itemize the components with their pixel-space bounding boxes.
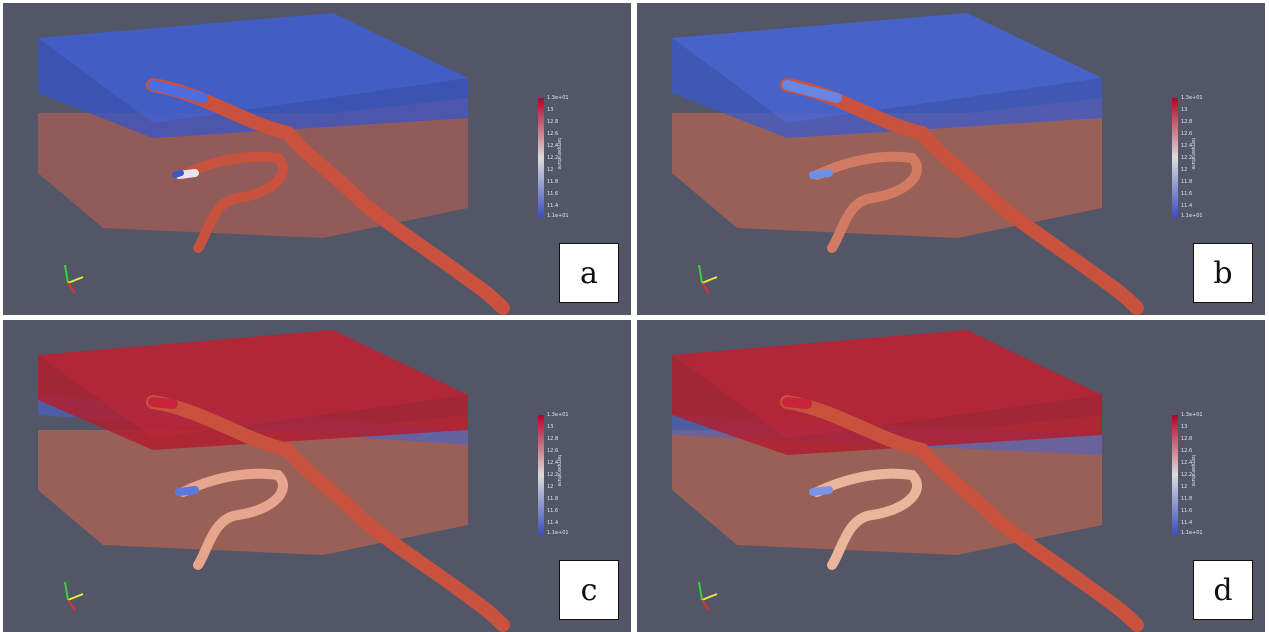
colorbar-tick: 11.4 bbox=[547, 203, 559, 209]
colorbar-tick: 11.8 bbox=[547, 496, 559, 502]
panel-label-d: d bbox=[1193, 560, 1253, 620]
colorbar-tick: 12.2 bbox=[547, 472, 559, 478]
colorbar-tick: 11.4 bbox=[547, 520, 559, 526]
colorbar-tick: 11.6 bbox=[1181, 508, 1193, 514]
colorbar-title: temperature bbox=[1190, 455, 1196, 487]
cave-warm-inlet bbox=[148, 397, 178, 409]
orientation-axes bbox=[64, 581, 84, 611]
colorbar-tick: 12.4 bbox=[1181, 143, 1193, 149]
render-view-a bbox=[38, 13, 544, 315]
panel-label-a: a bbox=[559, 243, 619, 303]
cave-branch-passage bbox=[178, 151, 288, 253]
render-view-b bbox=[672, 13, 1178, 315]
colorbar-tick: 11.8 bbox=[1181, 179, 1193, 185]
colorbar-tick: 12.6 bbox=[547, 448, 559, 454]
upper-layer-top-face bbox=[672, 13, 1102, 123]
panel-label-b: b bbox=[1193, 243, 1253, 303]
colorbar-tick: 13 bbox=[1181, 424, 1188, 430]
colorbar-tick: 11.8 bbox=[547, 179, 559, 185]
orientation-axes bbox=[698, 581, 718, 611]
colorbar-b: 1.3e+01 13 12.8 12.6 12.4 12.2 12 11.8 1… bbox=[1172, 95, 1212, 228]
render-view-c bbox=[38, 330, 544, 632]
colorbar-tick: 1.1e+01 bbox=[547, 213, 569, 219]
colorbar-gradient-c bbox=[538, 415, 544, 535]
panel-label-c: c bbox=[559, 560, 619, 620]
colorbar-tick: 12.8 bbox=[1181, 436, 1193, 442]
panel-a: 1.3e+01 13 12.8 12.6 12.4 12.2 12 11.8 1… bbox=[3, 3, 631, 315]
cave-main-passage bbox=[780, 78, 1144, 315]
cave-cold-tip bbox=[809, 169, 833, 179]
colorbar-title: temperature bbox=[556, 455, 562, 487]
colorbar-c: 1.3e+01 13 12.8 12.6 12.4 12.2 12 11.8 1… bbox=[538, 412, 578, 545]
colorbar-tick: 11.6 bbox=[547, 508, 559, 514]
colorbar-tick: 1.3e+01 bbox=[1181, 412, 1203, 418]
colorbar-d: 1.3e+01 13 12.8 12.6 12.4 12.2 12 11.8 1… bbox=[1172, 412, 1212, 545]
colorbar-tick: 11.4 bbox=[1181, 520, 1193, 526]
colorbar-tick: 12.4 bbox=[547, 143, 559, 149]
colorbar-tick: 11.6 bbox=[547, 191, 559, 197]
colorbar-tick: 12 bbox=[1181, 484, 1188, 490]
colorbar-tick: 12.4 bbox=[547, 460, 559, 466]
cave-cold-tip bbox=[175, 486, 199, 496]
colorbar-tick: 1.3e+01 bbox=[547, 412, 569, 418]
colorbar-tick: 11.4 bbox=[1181, 203, 1193, 209]
colorbar-title: temperature bbox=[1190, 138, 1196, 170]
upper-layer-top-face bbox=[38, 330, 468, 438]
colorbar-a: 1.3e+01 13 12.8 12.6 12.4 12.2 12 11.8 1… bbox=[538, 95, 578, 228]
colorbar-gradient-b bbox=[1172, 98, 1178, 218]
cave-branch-passage bbox=[178, 468, 288, 570]
colorbar-tick: 12 bbox=[1181, 167, 1188, 173]
colorbar-tick: 12 bbox=[547, 167, 554, 173]
cave-cold-tip bbox=[809, 486, 833, 496]
colorbar-title: temperature bbox=[556, 138, 562, 170]
cave-branch-passage bbox=[812, 468, 922, 570]
render-view-d bbox=[672, 330, 1178, 632]
colorbar-tick: 1.1e+01 bbox=[1181, 213, 1203, 219]
colorbar-tick: 11.8 bbox=[1181, 496, 1193, 502]
colorbar-tick: 12.6 bbox=[1181, 448, 1193, 454]
colorbar-tick: 13 bbox=[547, 424, 554, 430]
colorbar-tick: 1.3e+01 bbox=[547, 95, 569, 101]
upper-layer-top-face bbox=[38, 13, 468, 123]
colorbar-tick: 13 bbox=[1181, 107, 1188, 113]
colorbar-tick: 12.2 bbox=[1181, 155, 1193, 161]
colorbar-gradient-a bbox=[538, 98, 544, 218]
colorbar-tick: 1.3e+01 bbox=[1181, 95, 1203, 101]
colorbar-tick: 12.2 bbox=[1181, 472, 1193, 478]
colorbar-gradient-d bbox=[1172, 415, 1178, 535]
colorbar-tick: 13 bbox=[547, 107, 554, 113]
orientation-axes bbox=[698, 264, 718, 294]
cave-branch-passage bbox=[812, 151, 922, 253]
cave-cold-inlet bbox=[782, 80, 842, 103]
panel-b: 1.3e+01 13 12.8 12.6 12.4 12.2 12 11.8 1… bbox=[637, 3, 1265, 315]
colorbar-tick: 12.4 bbox=[1181, 460, 1193, 466]
cave-main-passage bbox=[146, 78, 510, 315]
upper-layer-top-face bbox=[672, 330, 1102, 438]
colorbar-tick: 12.6 bbox=[1181, 131, 1193, 137]
cave-warm-inlet bbox=[782, 397, 812, 409]
colorbar-tick: 12.8 bbox=[547, 119, 559, 125]
figure-grid: 1.3e+01 13 12.8 12.6 12.4 12.2 12 11.8 1… bbox=[3, 3, 1265, 632]
colorbar-tick: 12.8 bbox=[1181, 119, 1193, 125]
colorbar-tick: 12.6 bbox=[547, 131, 559, 137]
panel-d: 1.3e+01 13 12.8 12.6 12.4 12.2 12 11.8 1… bbox=[637, 320, 1265, 632]
orientation-axes bbox=[64, 264, 84, 294]
cave-cold-tip-end bbox=[172, 170, 184, 178]
colorbar-tick: 1.1e+01 bbox=[1181, 530, 1203, 536]
cave-cold-inlet bbox=[148, 80, 208, 103]
panel-c: 1.3e+01 13 12.8 12.6 12.4 12.2 12 11.8 1… bbox=[3, 320, 631, 632]
colorbar-tick: 12.2 bbox=[547, 155, 559, 161]
colorbar-tick: 12.8 bbox=[547, 436, 559, 442]
colorbar-tick: 1.1e+01 bbox=[547, 530, 569, 536]
colorbar-tick: 11.6 bbox=[1181, 191, 1193, 197]
colorbar-tick: 12 bbox=[547, 484, 554, 490]
